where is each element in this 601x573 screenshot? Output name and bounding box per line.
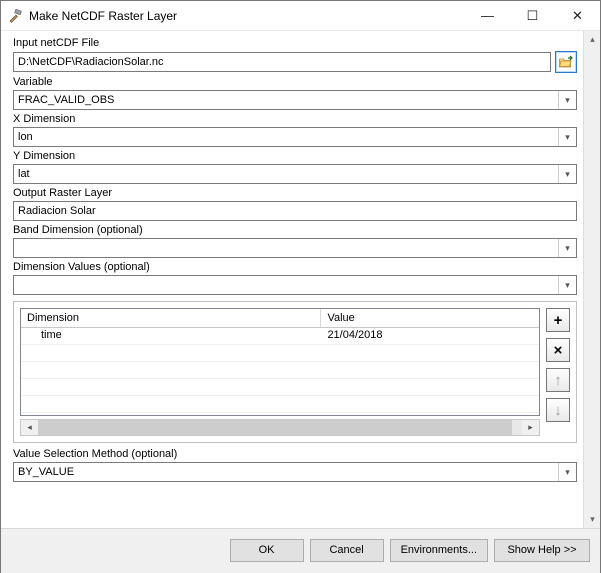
xdim-value: lon xyxy=(14,131,558,143)
chevron-down-icon: ▾ xyxy=(558,239,576,257)
ydim-label: Y Dimension xyxy=(13,150,577,162)
input-file-label: Input netCDF File xyxy=(13,37,577,49)
horizontal-scrollbar[interactable]: ◂ ▸ xyxy=(20,419,540,436)
arrow-up-icon: ↑ xyxy=(554,372,562,389)
vsm-value: BY_VALUE xyxy=(14,466,558,478)
dimvalues-combo[interactable]: ▾ xyxy=(13,275,577,295)
chevron-down-icon: ▾ xyxy=(558,463,576,481)
input-file-field[interactable] xyxy=(13,52,551,72)
window-title: Make NetCDF Raster Layer xyxy=(29,9,465,23)
xdim-combo[interactable]: lon ▾ xyxy=(13,127,577,147)
xdim-label: X Dimension xyxy=(13,113,577,125)
col-dimension-header: Dimension xyxy=(21,309,321,327)
variable-value: FRAC_VALID_OBS xyxy=(14,94,558,106)
close-button[interactable]: ✕ xyxy=(555,1,600,30)
environments-button[interactable]: Environments... xyxy=(390,539,488,562)
chevron-down-icon: ▾ xyxy=(558,276,576,294)
titlebar: Make NetCDF Raster Layer — ☐ ✕ xyxy=(1,1,600,31)
vsm-combo[interactable]: BY_VALUE ▾ xyxy=(13,462,577,482)
move-up-button[interactable]: ↑ xyxy=(546,368,570,392)
client-area: Input netCDF File Variable FRAC_VALID_OB… xyxy=(1,31,600,528)
table-header: Dimension Value xyxy=(21,309,539,328)
ok-button[interactable]: OK xyxy=(230,539,304,562)
plus-icon: + xyxy=(554,312,563,329)
cell-dimension: time xyxy=(21,328,321,344)
arrow-down-icon: ↓ xyxy=(554,402,562,419)
banddim-label: Band Dimension (optional) xyxy=(13,224,577,236)
ydim-value: lat xyxy=(14,168,558,180)
scroll-track[interactable] xyxy=(38,420,522,435)
variable-label: Variable xyxy=(13,76,577,88)
folder-open-icon xyxy=(558,54,574,70)
col-value-header: Value xyxy=(321,309,539,327)
dimvalues-label: Dimension Values (optional) xyxy=(13,261,577,273)
dimension-table[interactable]: Dimension Value time 21/04/2018 xyxy=(20,308,540,416)
remove-row-button[interactable]: × xyxy=(546,338,570,362)
move-down-button[interactable]: ↓ xyxy=(546,398,570,422)
table-row xyxy=(21,379,539,396)
window-controls: — ☐ ✕ xyxy=(465,1,600,30)
output-field[interactable] xyxy=(13,201,577,221)
hammer-icon xyxy=(7,8,23,24)
scroll-left-icon[interactable]: ◂ xyxy=(21,420,38,435)
scroll-up-icon[interactable]: ▴ xyxy=(584,31,601,48)
banddim-combo[interactable]: ▾ xyxy=(13,238,577,258)
vertical-scrollbar[interactable]: ▴ ▾ xyxy=(583,31,600,528)
ydim-combo[interactable]: lat ▾ xyxy=(13,164,577,184)
cross-icon: × xyxy=(554,342,563,359)
cell-value: 21/04/2018 xyxy=(321,328,539,344)
browse-button[interactable] xyxy=(555,51,577,73)
add-row-button[interactable]: + xyxy=(546,308,570,332)
table-row[interactable]: time 21/04/2018 xyxy=(21,328,539,345)
table-row xyxy=(21,396,539,413)
show-help-button[interactable]: Show Help >> xyxy=(494,539,590,562)
output-label: Output Raster Layer xyxy=(13,187,577,199)
cancel-button[interactable]: Cancel xyxy=(310,539,384,562)
table-body: time 21/04/2018 xyxy=(21,328,539,415)
table-side-buttons: + × ↑ ↓ xyxy=(546,308,570,436)
scroll-right-icon[interactable]: ▸ xyxy=(522,420,539,435)
scroll-thumb[interactable] xyxy=(38,420,512,435)
table-row xyxy=(21,362,539,379)
vsm-label: Value Selection Method (optional) xyxy=(13,448,577,460)
minimize-button[interactable]: — xyxy=(465,1,510,30)
dimension-values-panel: Dimension Value time 21/04/2018 xyxy=(13,301,577,443)
chevron-down-icon: ▾ xyxy=(558,165,576,183)
variable-combo[interactable]: FRAC_VALID_OBS ▾ xyxy=(13,90,577,110)
dialog-footer: OK Cancel Environments... Show Help >> xyxy=(1,528,600,573)
scroll-down-icon[interactable]: ▾ xyxy=(584,511,601,528)
chevron-down-icon: ▾ xyxy=(558,128,576,146)
chevron-down-icon: ▾ xyxy=(558,91,576,109)
maximize-button[interactable]: ☐ xyxy=(510,1,555,30)
table-row xyxy=(21,345,539,362)
